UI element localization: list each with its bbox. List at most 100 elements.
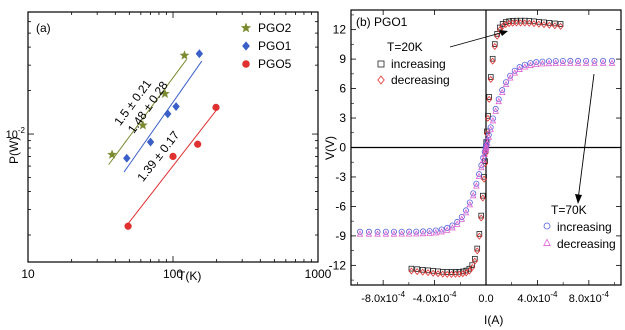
data-point-t70k-increasing <box>503 79 510 86</box>
data-point-t70k-decreasing <box>567 59 574 66</box>
data-point-t70k-decreasing <box>485 133 493 140</box>
data-point-t20k-decreasing <box>481 175 488 183</box>
data-point-t20k-decreasing <box>494 32 501 40</box>
data-point-t70k-decreasing <box>521 63 529 70</box>
data-point-t70k-decreasing <box>475 172 483 179</box>
legend-marker-20k-increasing <box>377 60 385 68</box>
data-point-t70k-increasing <box>545 58 552 65</box>
data-point-t70k-decreasing <box>599 59 607 66</box>
data-point-t20k-decreasing <box>551 22 558 30</box>
data-point-pgo1 <box>195 49 204 59</box>
data-point-t20k-decreasing <box>478 214 485 222</box>
data-point-t20k-decreasing <box>521 19 528 27</box>
data-point-t70k-decreasing <box>466 200 474 208</box>
data-point-t70k-increasing <box>356 228 363 235</box>
data-point-t70k-increasing <box>484 137 491 144</box>
data-point-t70k-decreasing <box>478 163 485 171</box>
data-point-t20k-increasing <box>474 245 481 252</box>
data-point-t70k-increasing <box>454 218 461 225</box>
y-tick-label: 12 <box>333 23 347 37</box>
data-point-t70k-decreasing <box>374 230 381 237</box>
data-point-t70k-decreasing <box>527 61 534 68</box>
x-tick-label: -4.0x10-4 <box>413 290 457 305</box>
data-point-t20k-increasing <box>541 19 547 26</box>
data-point-t20k-decreasing <box>425 269 431 277</box>
panel-b-title: PGO1 <box>374 15 408 29</box>
data-point-t20k-decreasing <box>459 270 466 278</box>
data-point-t70k-decreasing <box>516 65 523 72</box>
data-point-t70k-decreasing <box>438 228 445 235</box>
data-point-t70k-increasing <box>575 57 582 64</box>
data-point-t20k-decreasing <box>474 247 481 255</box>
panel-a-legend: PGO2 PGO1 PGO5 <box>240 21 292 71</box>
legend-marker-pgo5 <box>242 60 250 68</box>
data-point-t20k-increasing <box>486 94 493 100</box>
data-point-t20k-increasing <box>414 266 420 273</box>
data-point-t70k-decreasing <box>382 230 390 237</box>
data-point-t70k-increasing <box>473 180 480 187</box>
x-tick-label: -8.0x10-4 <box>361 290 405 305</box>
data-point-t70k-decreasing <box>432 228 440 236</box>
data-point-t20k-decreasing <box>513 19 520 27</box>
data-point-t70k-increasing <box>438 226 445 233</box>
data-point-t20k-decreasing <box>408 267 415 275</box>
x-tick-label: 100 <box>163 267 183 281</box>
data-point-t20k-increasing <box>509 18 516 24</box>
legend-title-20k: T=20K <box>387 40 423 54</box>
data-point-t70k-increasing <box>382 228 389 235</box>
data-point-t20k-increasing <box>513 17 520 24</box>
data-point-t70k-increasing <box>527 60 534 67</box>
data-point-t70k-decreasing <box>552 59 560 66</box>
data-point-t70k-increasing <box>374 228 381 235</box>
x-tick-label: 8.0x10-4 <box>569 290 610 305</box>
data-point-t70k-increasing <box>516 64 523 71</box>
data-point-t20k-increasing <box>499 21 506 27</box>
x-tick-label: 10 <box>21 267 35 281</box>
data-point-t70k-decreasing <box>608 59 616 66</box>
data-point-t20k-increasing <box>408 265 415 272</box>
panel-b-xlabel: I(A) <box>484 313 503 327</box>
data-point-t70k-decreasing <box>470 191 477 199</box>
data-point-t20k-increasing <box>494 31 500 37</box>
legend-marker-pgo1 <box>242 41 250 51</box>
panel-a-points <box>107 49 220 230</box>
arrow-20k-head <box>499 30 508 36</box>
data-point-pgo1 <box>146 137 155 147</box>
data-point-t20k-increasing <box>482 158 488 165</box>
panel-b: (b) PGO1 -12 -9 -6 -3 0 3 6 9 12 -8.0x10-4 -4.0x10… <box>323 9 622 327</box>
data-point-t20k-decreasing <box>439 270 446 278</box>
data-point-t70k-increasing <box>458 213 465 220</box>
data-point-t70k-increasing <box>390 228 397 235</box>
data-point-t70k-increasing <box>499 87 506 94</box>
panel-b-ticks: -12 -9 -6 -3 0 3 6 9 12 -8.0x10-4 -4.0x10-4 0.0 4.0x… <box>329 10 621 305</box>
data-point-t20k-decreasing <box>471 257 478 265</box>
data-point-t20k-increasing <box>491 41 498 47</box>
legend-label-70k-increasing: increasing <box>557 220 612 234</box>
data-point-t70k-decreasing <box>405 230 413 237</box>
data-point-t20k-decreasing <box>482 160 489 168</box>
panel-a-label: (a) <box>36 21 51 35</box>
y-tick-label: 0 <box>339 141 346 155</box>
data-point-t70k-increasing <box>539 58 546 65</box>
data-point-t70k-decreasing <box>390 230 398 237</box>
data-point-t70k-increasing <box>413 228 420 235</box>
data-point-t70k-increasing <box>466 199 473 206</box>
data-point-t70k-decreasing <box>484 139 491 146</box>
data-point-pgo2 <box>179 50 190 60</box>
panel-b-label: (b) <box>356 15 371 29</box>
data-point-t20k-decreasing <box>546 21 553 29</box>
data-point-t70k-increasing <box>470 190 477 197</box>
data-point-t20k-increasing <box>469 262 476 268</box>
data-point-t70k-increasing <box>462 207 469 214</box>
data-point-t20k-increasing <box>557 21 564 27</box>
data-point-pgo2 <box>107 149 118 159</box>
data-point-t70k-decreasing <box>545 59 553 67</box>
data-point-t20k-decreasing <box>517 19 524 27</box>
data-point-t20k-decreasing <box>419 268 426 276</box>
data-point-t20k-increasing <box>517 17 524 24</box>
data-point-t20k-decreasing <box>489 57 496 65</box>
legend-marker-70k-decreasing <box>543 238 551 246</box>
data-point-t70k-decreasing <box>502 80 510 88</box>
data-point-t20k-increasing <box>546 20 553 26</box>
